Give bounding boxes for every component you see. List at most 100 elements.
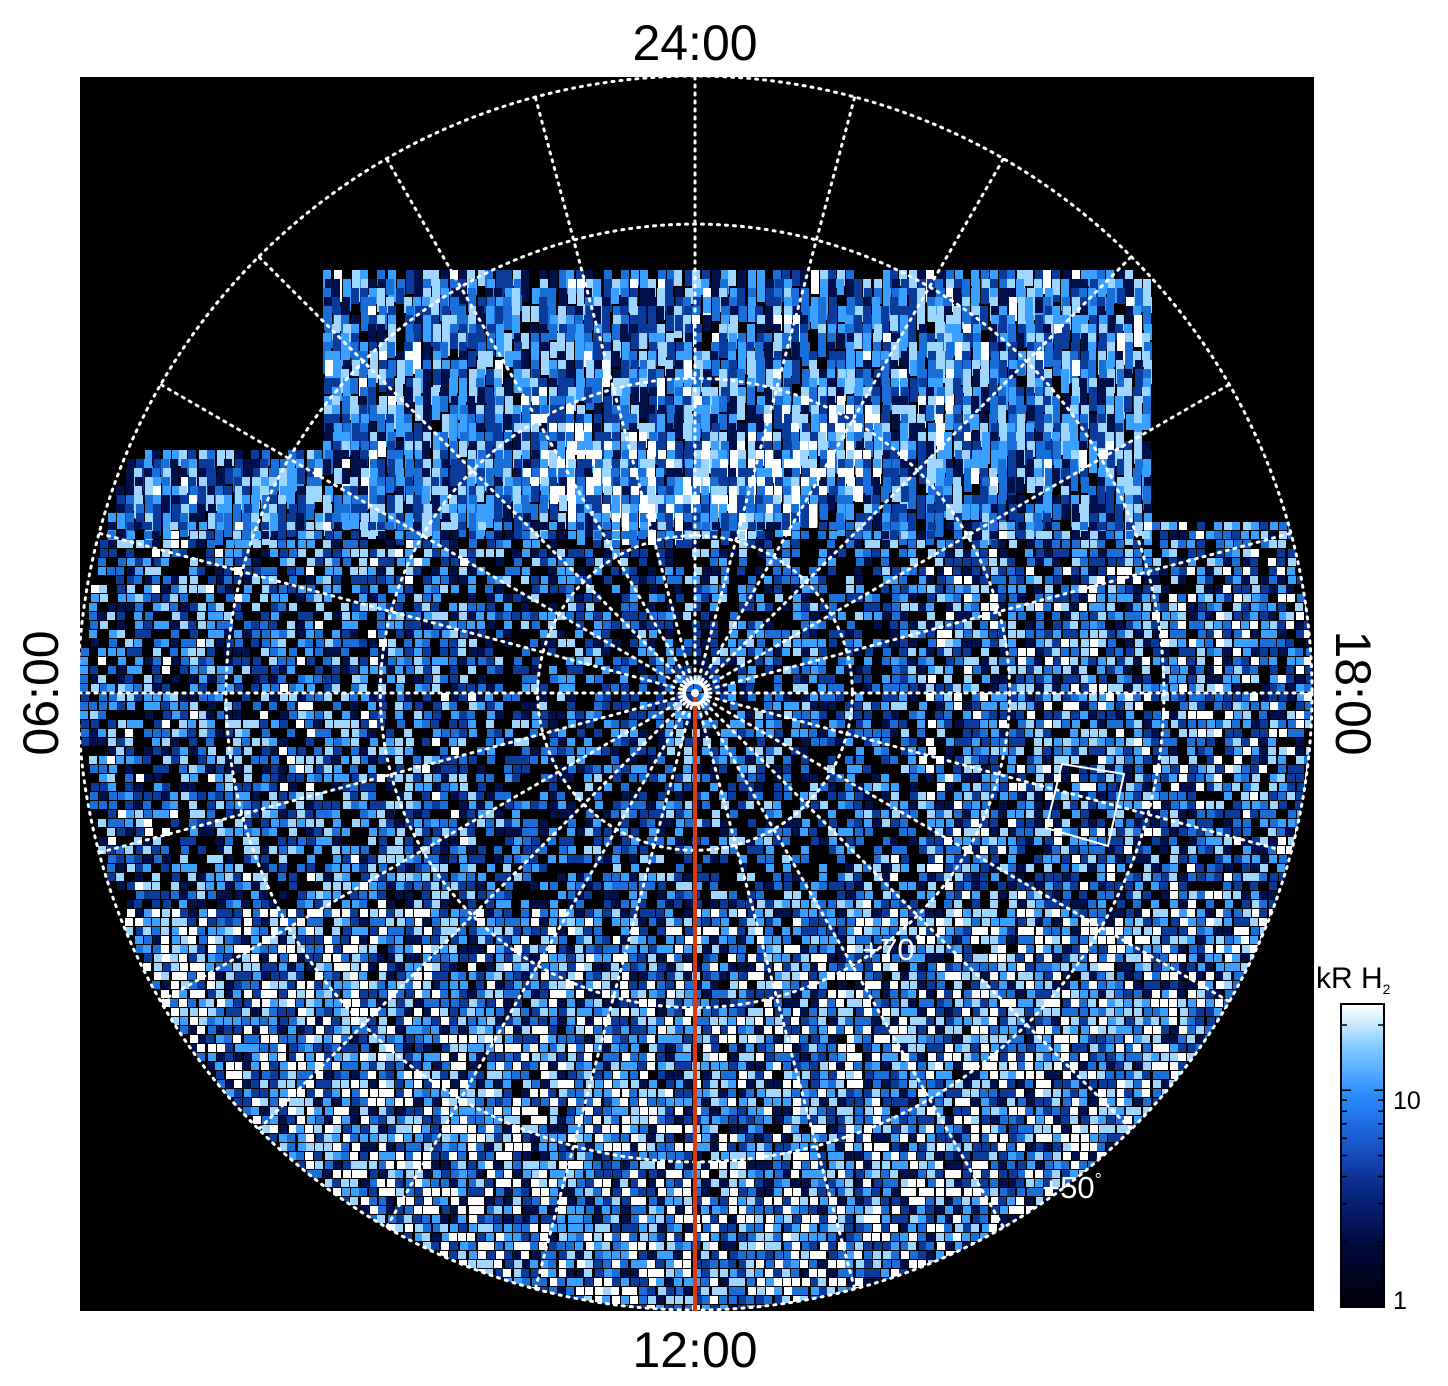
- emission-pixel: [892, 603, 900, 611]
- emission-pixel: [405, 621, 413, 629]
- emission-pixel: [127, 720, 135, 728]
- emission-pixel: [1009, 540, 1017, 548]
- emission-pixel: [360, 666, 368, 674]
- emission-pixel: [838, 657, 846, 665]
- emission-pixel: [1053, 720, 1061, 728]
- emission-pixel: [152, 585, 160, 593]
- emission-pixel: [1098, 657, 1106, 665]
- emission-pixel: [144, 684, 152, 692]
- emission-pixel: [468, 576, 476, 584]
- emission-pixel: [386, 540, 394, 548]
- emission-pixel: [971, 288, 979, 320]
- emission-pixel: [658, 522, 666, 530]
- emission-pixel: [1052, 612, 1060, 620]
- emission-pixel: [883, 711, 891, 719]
- emission-pixel: [423, 540, 431, 548]
- emission-pixel: [1242, 738, 1250, 746]
- emission-pixel: [908, 549, 916, 557]
- emission-pixel: [649, 585, 657, 593]
- emission-pixel: [863, 360, 871, 376]
- emission-pixel: [315, 711, 323, 719]
- emission-pixel: [359, 684, 367, 692]
- emission-pixel: [1196, 531, 1204, 539]
- emission-pixel: [342, 711, 350, 719]
- emission-pixel: [440, 342, 448, 358]
- emission-pixel: [829, 594, 837, 602]
- emission-pixel: [422, 351, 430, 367]
- emission-pixel: [280, 666, 288, 674]
- emission-pixel: [152, 684, 160, 692]
- emission-pixel: [172, 747, 180, 755]
- emission-pixel: [1187, 648, 1195, 656]
- emission-pixel: [819, 702, 827, 710]
- emission-pixel: [594, 531, 602, 539]
- emission-pixel: [955, 549, 963, 557]
- emission-pixel: [1061, 648, 1069, 656]
- emission-pixel: [802, 702, 810, 710]
- emission-pixel: [1152, 522, 1160, 530]
- emission-pixel: [901, 531, 909, 539]
- emission-pixel: [332, 558, 340, 566]
- emission-pixel: [80, 675, 88, 683]
- emission-pixel: [387, 675, 395, 683]
- emission-pixel: [1054, 333, 1062, 365]
- emission-pixel: [541, 576, 549, 584]
- emission-pixel: [1126, 315, 1134, 331]
- emission-pixel: [478, 675, 486, 683]
- emission-pixel: [379, 342, 387, 358]
- emission-pixel: [360, 585, 368, 593]
- emission-pixel: [450, 540, 458, 548]
- emission-pixel: [548, 639, 556, 647]
- emission-pixel: [640, 387, 648, 419]
- emission-pixel: [962, 612, 970, 620]
- emission-pixel: [1142, 747, 1150, 755]
- emission-pixel: [1234, 639, 1242, 647]
- emission-pixel: [395, 603, 403, 611]
- emission-pixel: [352, 603, 360, 611]
- emission-pixel: [927, 585, 935, 593]
- emission-pixel: [963, 738, 971, 746]
- emission-pixel: [188, 639, 196, 647]
- emission-pixel: [442, 729, 450, 737]
- emission-pixel: [405, 585, 413, 593]
- emission-pixel: [351, 720, 359, 728]
- emission-pixel: [1187, 738, 1195, 746]
- emission-pixel: [350, 711, 358, 719]
- emission-pixel: [1018, 612, 1026, 620]
- emission-pixel: [846, 522, 854, 530]
- emission-pixel: [199, 522, 207, 530]
- emission-pixel: [235, 729, 243, 737]
- emission-pixel: [917, 729, 925, 737]
- emission-pixel: [1133, 612, 1141, 620]
- emission-pixel: [594, 639, 602, 647]
- emission-pixel: [638, 648, 646, 656]
- emission-pixel: [415, 639, 423, 647]
- emission-pixel: [1061, 684, 1069, 692]
- emission-pixel: [667, 576, 675, 584]
- emission-pixel: [1016, 387, 1024, 403]
- emission-pixel: [828, 270, 836, 286]
- emission-pixel: [1143, 639, 1151, 647]
- emission-pixel: [1207, 720, 1215, 728]
- emission-pixel: [458, 621, 466, 629]
- emission-pixel: [496, 558, 504, 566]
- emission-pixel: [640, 288, 648, 320]
- emission-pixel: [586, 558, 594, 566]
- emission-pixel: [1097, 621, 1105, 629]
- emission-pixel: [1144, 522, 1152, 530]
- emission-pixel: [1081, 657, 1089, 665]
- emission-pixel: [89, 756, 97, 764]
- emission-pixel: [1242, 675, 1250, 683]
- emission-pixel: [991, 567, 999, 575]
- emission-pixel: [836, 279, 844, 295]
- emission-pixel: [594, 342, 602, 358]
- emission-pixel: [973, 711, 981, 719]
- emission-pixel: [513, 594, 521, 602]
- emission-pixel: [665, 549, 673, 557]
- emission-pixel: [1124, 675, 1132, 683]
- emission-pixel: [1063, 747, 1071, 755]
- emission-pixel: [865, 648, 873, 656]
- emission-pixel: [900, 684, 908, 692]
- emission-pixel: [109, 639, 117, 647]
- emission-pixel: [602, 630, 610, 638]
